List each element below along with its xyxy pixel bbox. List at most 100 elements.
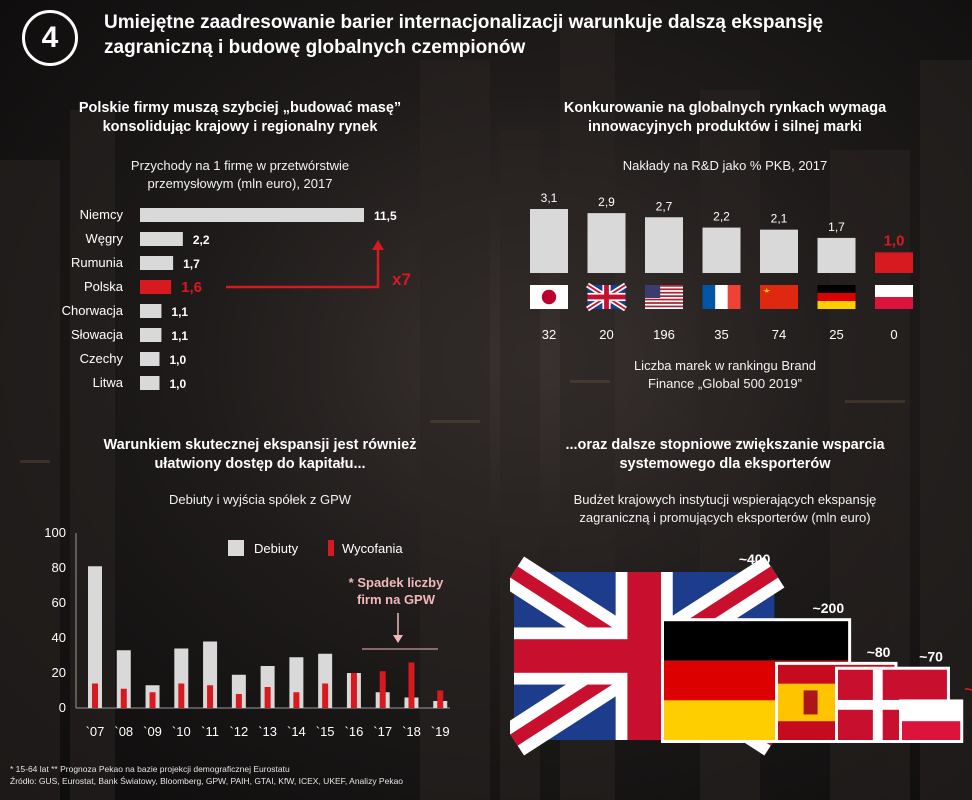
- data-label: ~200: [813, 600, 845, 616]
- data-label: ~20: [964, 681, 972, 698]
- multiplier-line: [226, 250, 380, 289]
- x-tick-label: `12: [229, 724, 248, 739]
- bar-wycofania: [437, 690, 444, 708]
- data-label: ~400: [739, 551, 771, 567]
- slide-title: Umiejętne zaadresowanie barier internacj…: [104, 12, 824, 58]
- x-tick-label: `14: [287, 724, 306, 739]
- brand-count-label: 25: [829, 327, 843, 342]
- brand-count-label: 74: [772, 327, 786, 342]
- bar: [140, 376, 160, 390]
- bar: [645, 217, 683, 273]
- footnotes: * 15-64 lat ** Prognoza Pekao na bazie p…: [10, 763, 610, 787]
- bar: [140, 256, 174, 270]
- x-tick-label: `19: [431, 724, 450, 739]
- bar-debiuty: [88, 566, 102, 708]
- flag-china-icon: [760, 285, 798, 309]
- x-tick-label: `18: [402, 724, 421, 739]
- y-tick-label: 100: [44, 525, 66, 540]
- ipo-delisting-chart: 0 20 40 60 80 100 `07 `08 `09 `10 `11 `12 `13 `14 `15 `…: [44, 525, 450, 739]
- bar-debiuty: [174, 648, 189, 708]
- y-tick-label: 60: [52, 595, 66, 610]
- panel-3-title: Warunkiem skutecznej ekspansji jest równ…: [103, 437, 417, 472]
- flag-japan-icon: [530, 285, 568, 309]
- bar-debiuty: [203, 641, 218, 708]
- multiplier-annotation: x7: [392, 270, 411, 289]
- data-label: 2,2: [193, 233, 210, 247]
- data-label: ~70: [919, 649, 943, 665]
- x-tick-label: `16: [345, 724, 364, 739]
- bar-wycofania: [149, 692, 156, 708]
- flag-france-icon: [702, 285, 741, 309]
- category-label: Polska: [84, 279, 124, 294]
- bar-wycofania: [408, 662, 415, 708]
- rnd-spending-chart: 3,1 32 2,9 20 2,7 196 2,2 35 2,1 74 1,7 25 1,0 0: [530, 191, 913, 342]
- export-support-budget-chart: ~400 ~200 ~80 ~70 ~20: [510, 551, 972, 756]
- category-label: Rumunia: [71, 255, 124, 270]
- category-label: Węgry: [85, 231, 123, 246]
- data-label: 2,7: [656, 199, 673, 213]
- category-label: Chorwacja: [62, 303, 124, 318]
- x-tick-label: `08: [114, 724, 133, 739]
- category-label: Litwa: [93, 375, 124, 390]
- x-tick-label: `13: [258, 724, 277, 739]
- x-tick-label: `15: [316, 724, 335, 739]
- category-label: Niemcy: [80, 207, 124, 222]
- panel-2-subtitle: Nakłady na R&D jako % PKB, 2017: [622, 158, 828, 173]
- bar-wycofania: [264, 687, 271, 708]
- legend-label-debiuty: Debiuty: [254, 541, 299, 556]
- panel-1-title: Polskie firmy muszą szybciej „budować ma…: [78, 100, 402, 135]
- x-tick-label: `07: [86, 724, 105, 739]
- y-tick-label: 40: [52, 630, 66, 645]
- brand-count-label: 0: [890, 327, 897, 342]
- footnote-line-2: Źródło: GUS, Eurostat, Bank Światowy, Bl…: [10, 776, 404, 786]
- y-tick-label: 20: [52, 665, 66, 680]
- bar: [140, 208, 364, 222]
- data-label: ~80: [867, 644, 891, 660]
- bar-wycofania: [120, 688, 127, 708]
- bar-wycofania: [92, 683, 98, 708]
- decline-annotation: firm na GPW: [357, 592, 436, 607]
- data-label: 11,5: [374, 209, 397, 223]
- bar: [140, 328, 162, 342]
- y-tick-label: 80: [52, 560, 66, 575]
- data-label: 1,1: [171, 329, 188, 343]
- bar-debiuty: [318, 653, 333, 708]
- data-label: 2,9: [598, 195, 615, 209]
- data-label: 3,1: [541, 191, 558, 205]
- footnote-line-1: * 15-64 lat ** Prognoza Pekao na bazie p…: [10, 764, 290, 774]
- bar-wycofania: [207, 685, 214, 708]
- x-tick-label: `10: [172, 724, 191, 739]
- brand-count-label: 32: [542, 327, 556, 342]
- x-tick-label: `09: [143, 724, 162, 739]
- bar-wycofania: [322, 683, 329, 708]
- flag-poland-icon: [899, 699, 964, 743]
- legend-label-wycofania: Wycofania: [342, 541, 403, 556]
- bar: [140, 352, 160, 366]
- data-label: 1,6: [181, 279, 202, 296]
- bar: [530, 209, 568, 273]
- bar: [760, 229, 798, 273]
- flag-uk-icon: [586, 282, 627, 312]
- bar: [140, 280, 172, 294]
- bar: [140, 232, 183, 246]
- bar: [587, 213, 626, 273]
- bar-wycofania: [293, 692, 300, 708]
- brand-count-label: 35: [714, 327, 728, 342]
- panel-4-title: ...oraz dalsze stopniowe zwiększanie wsp…: [565, 437, 885, 472]
- bar-debiuty: [289, 657, 304, 708]
- x-tick-label: `11: [201, 724, 219, 739]
- slide-number-badge: 4: [22, 10, 78, 66]
- revenue-per-firm-chart: Niemcy 11,5 Węgry 2,2 Rumunia 1,7 Polska 1,6 Cho…: [62, 207, 411, 391]
- panel-3-subtitle: Debiuty i wyjścia spółek z GPW: [168, 492, 352, 507]
- data-label: 1,7: [828, 220, 845, 234]
- data-label: 1,0: [884, 232, 905, 249]
- bar: [140, 304, 162, 318]
- legend-swatch-wycofania: [328, 540, 334, 556]
- legend-swatch-debiuty: [228, 540, 244, 556]
- y-tick-label: 0: [59, 700, 66, 715]
- bar-wycofania: [350, 673, 357, 708]
- panel-2-title: Konkurowanie na globalnych rynkach wymag…: [563, 100, 887, 135]
- flag-germany-icon: [817, 285, 856, 309]
- data-label: 1,7: [183, 257, 200, 271]
- bar: [875, 252, 913, 273]
